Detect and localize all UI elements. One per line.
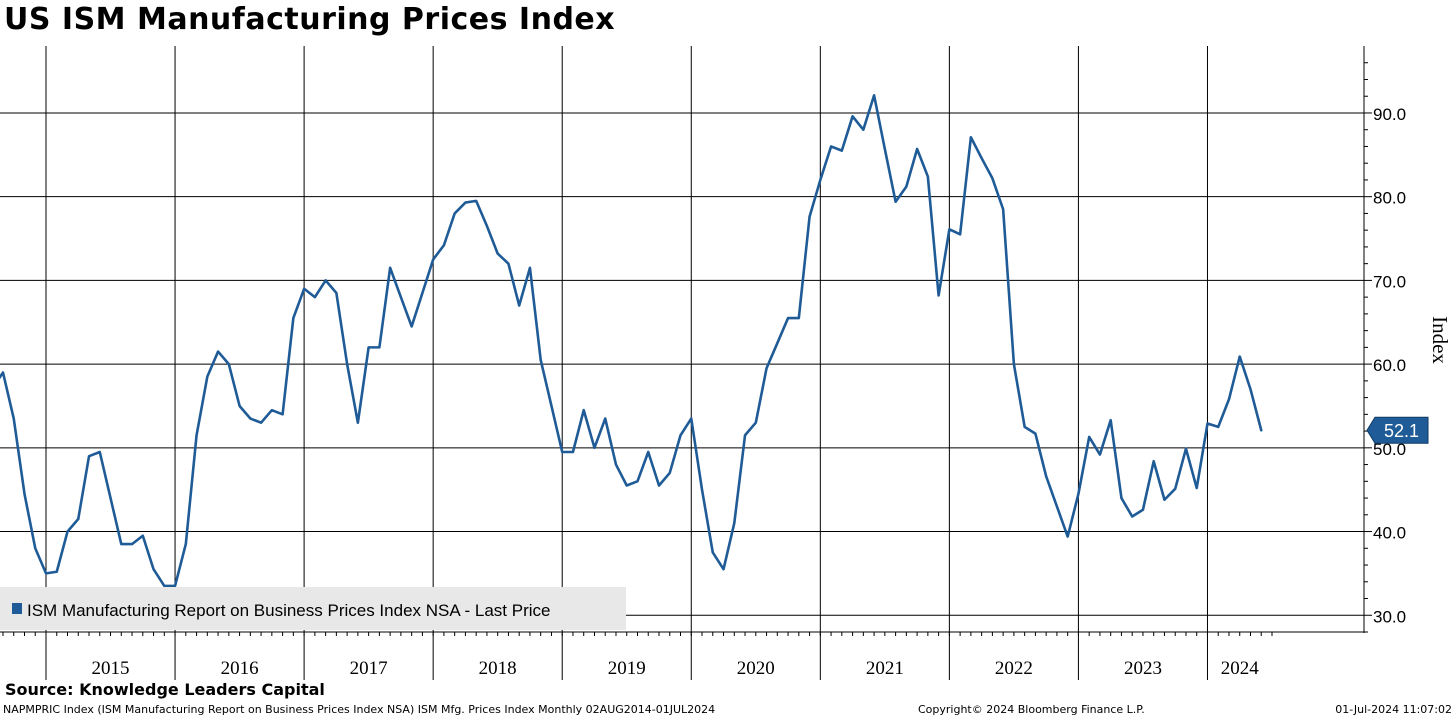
x-tick-label: 2016 <box>221 658 259 679</box>
x-tick-label: 2018 <box>479 658 517 679</box>
last-value-label: 52.1 <box>1384 421 1419 441</box>
x-tick-label: 2017 <box>350 658 388 679</box>
y-axis-title: Index <box>1428 316 1452 364</box>
y-tick-label: 70.0 <box>1373 272 1406 291</box>
y-tick-label: 50.0 <box>1373 440 1406 459</box>
footer-copyright: Copyright© 2024 Bloomberg Finance L.P. <box>918 703 1145 716</box>
series-line <box>0 94 1263 588</box>
y-tick-label: 80.0 <box>1373 189 1406 208</box>
source-note: Source: Knowledge Leaders Capital <box>5 680 325 699</box>
x-tick-label: 2015 <box>92 658 130 679</box>
y-tick-label: 30.0 <box>1373 607 1406 626</box>
x-tick-label: 2022 <box>995 658 1033 679</box>
x-tick-label: 2024 <box>1221 658 1260 679</box>
x-tick-label: 2020 <box>737 658 775 679</box>
footer-timestamp: 01-Jul-2024 11:07:02 <box>1335 703 1452 716</box>
x-tick-label: 2021 <box>866 658 904 679</box>
legend-swatch <box>12 603 22 614</box>
legend-label: ISM Manufacturing Report on Business Pri… <box>27 601 550 620</box>
footer-series-info: NAPMPRIC Index (ISM Manufacturing Report… <box>3 703 716 716</box>
y-tick-label: 40.0 <box>1373 524 1406 543</box>
chart-title: US ISM Manufacturing Prices Index <box>4 2 616 37</box>
last-value-badge <box>1366 416 1429 444</box>
legend-box <box>0 587 626 630</box>
x-tick-label: 2019 <box>608 658 646 679</box>
y-tick-label: 90.0 <box>1373 105 1406 124</box>
x-tick-label: 2023 <box>1124 658 1162 679</box>
y-tick-label: 60.0 <box>1373 356 1406 375</box>
